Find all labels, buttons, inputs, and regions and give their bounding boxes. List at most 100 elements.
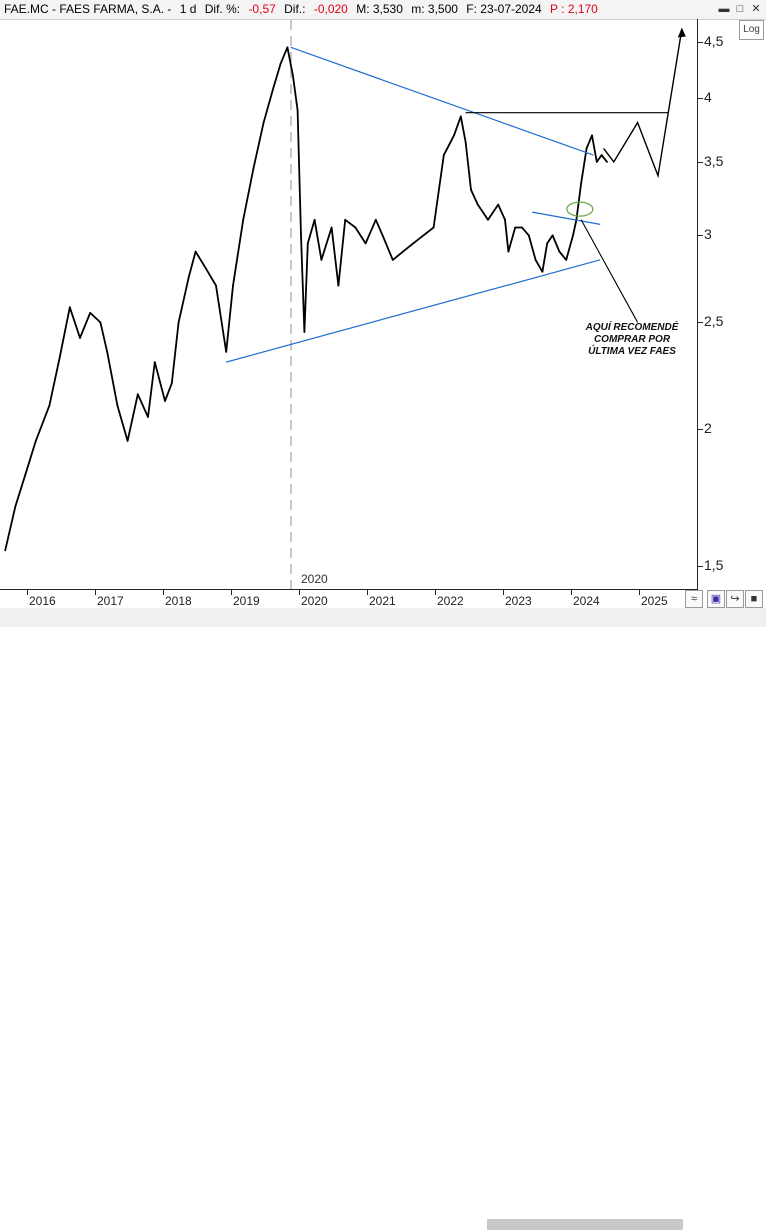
price-point (300, 234, 302, 237)
dif-pct-label: Dif. %: (204, 2, 241, 16)
y-tick-label: 1,5 (704, 557, 724, 573)
maximize-icon[interactable]: □ (736, 3, 744, 15)
price-point (565, 259, 568, 261)
price-point (572, 234, 574, 237)
price-point (147, 416, 149, 418)
price-chart[interactable] (0, 0, 766, 627)
price-point (232, 284, 234, 287)
price-point (432, 226, 435, 229)
price-point (279, 62, 282, 65)
price-point (381, 234, 384, 237)
price-point (126, 440, 129, 442)
price-point (24, 472, 27, 475)
price-point (252, 167, 255, 170)
cursor-year-label: 2020 (299, 572, 330, 586)
price-point (177, 321, 180, 324)
close-icon[interactable]: ✕ (751, 3, 761, 15)
price-series-line (4, 46, 608, 551)
x-tick-mark (27, 589, 28, 595)
price-point (521, 226, 523, 229)
price-point (541, 270, 544, 273)
price-point (402, 250, 404, 253)
y-axis-line (697, 19, 698, 589)
price-point (606, 161, 608, 163)
price-point (453, 134, 455, 137)
price-point (291, 74, 294, 76)
x-tick-label: 2022 (437, 594, 464, 608)
price-point (262, 121, 265, 124)
price-point (595, 161, 598, 163)
trendline (532, 211, 601, 225)
price-point (286, 46, 289, 49)
y-tick-label: 3 (704, 226, 712, 243)
price-point (106, 351, 109, 353)
price-point (79, 337, 81, 339)
x-tick-label: 2021 (369, 594, 396, 608)
save-icon[interactable]: ▣ (707, 590, 725, 608)
dif-value: -0,020 (313, 2, 348, 16)
price-point (504, 218, 506, 221)
price-point (34, 440, 37, 442)
price-point (470, 189, 472, 191)
x-tick-mark (95, 589, 96, 595)
y-tick-label: 4 (704, 89, 712, 106)
price-point (364, 242, 367, 245)
price-point (99, 321, 102, 324)
y-tick-label: 2,5 (704, 313, 724, 330)
y-tick-label: 3,5 (704, 152, 724, 169)
fill-icon[interactable]: ■ (745, 590, 763, 608)
price-point (354, 226, 357, 229)
price-point (116, 404, 119, 407)
trendline (290, 46, 594, 156)
price-point (330, 226, 333, 229)
trendline (226, 259, 601, 363)
price-point (153, 361, 156, 363)
price-point (600, 154, 603, 157)
x-tick-label: 2024 (573, 594, 600, 608)
min-label: m: 3,500 (411, 2, 458, 16)
horizontal-scrollbar[interactable] (0, 608, 766, 1230)
price-point (527, 234, 530, 237)
price-point (551, 234, 554, 237)
highlight-ellipse (566, 201, 594, 217)
price-point (412, 242, 415, 245)
dif-pct-value: -0,57 (248, 2, 276, 16)
price-label: P : 2,170 (550, 2, 598, 16)
price-point (89, 312, 92, 314)
x-tick-mark (639, 589, 640, 595)
price-point (476, 203, 479, 206)
price-point (591, 134, 593, 137)
minimize-icon[interactable]: ▬ (718, 3, 730, 15)
y-tick-mark (698, 322, 703, 324)
price-point (306, 242, 309, 245)
x-tick-mark (367, 589, 368, 595)
dif-label: Dif.: (284, 2, 306, 16)
scrollbar-thumb[interactable] (487, 1219, 683, 1230)
y-tick-mark (698, 235, 703, 237)
x-tick-mark (503, 589, 504, 595)
x-tick-mark (299, 589, 300, 595)
x-tick-label: 2019 (233, 594, 260, 608)
price-point (459, 115, 462, 118)
log-scale-toggle[interactable]: Log (739, 20, 764, 40)
price-point (272, 85, 275, 88)
y-tick-label: 4,5 (704, 33, 724, 49)
x-tick-mark (571, 589, 572, 595)
y-tick-label: 2 (704, 419, 712, 436)
zoom-icon[interactable]: ≈ (685, 590, 703, 608)
price-point (194, 250, 197, 253)
price-point (170, 382, 173, 385)
pin-icon[interactable]: ↪ (726, 590, 744, 608)
price-point (507, 250, 510, 253)
price-point (296, 109, 299, 112)
price-point (4, 549, 7, 552)
price-point (497, 203, 500, 206)
period-label: 1 d (179, 2, 197, 16)
price-point (14, 505, 17, 508)
price-point (204, 267, 207, 270)
price-point (374, 218, 377, 221)
x-tick-label: 2023 (505, 594, 532, 608)
y-tick-mark (698, 42, 703, 43)
price-point (514, 226, 517, 229)
y-tick-mark (698, 566, 703, 567)
